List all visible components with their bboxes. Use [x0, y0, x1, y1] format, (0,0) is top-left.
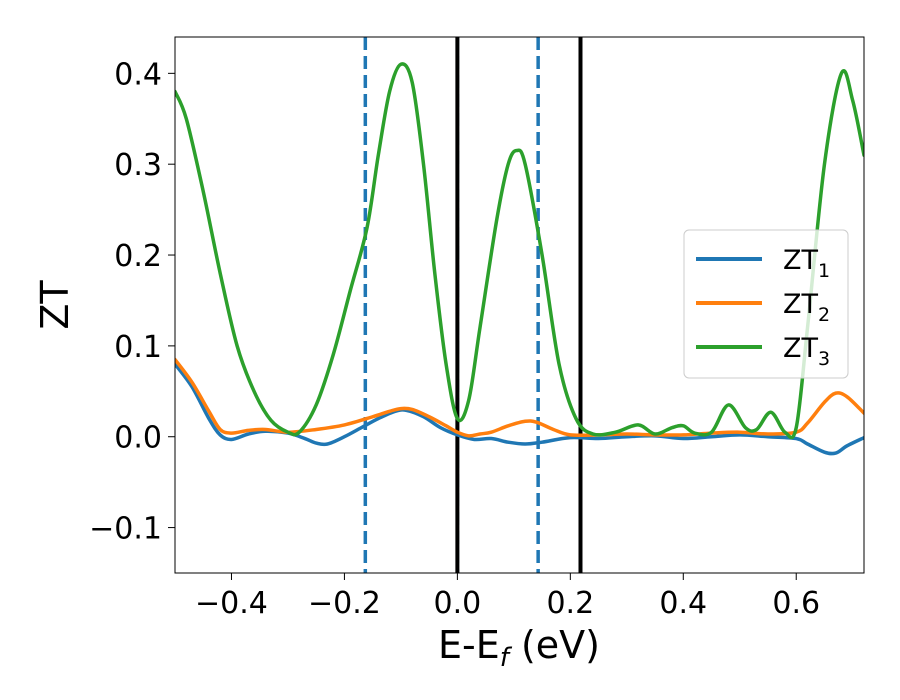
y-tick-label: 0.4 — [114, 57, 162, 92]
y-axis-ticks: −0.1 0.0 0.1 0.2 0.3 0.4 — [89, 57, 175, 547]
x-tick-label: 0.2 — [546, 586, 594, 621]
x-tick-label: 0.4 — [659, 586, 707, 621]
x-tick-label: 0.6 — [772, 586, 820, 621]
y-axis-title: ZT — [33, 280, 77, 330]
x-axis-ticks: −0.4 −0.2 0.0 0.2 0.4 0.6 — [195, 573, 820, 621]
x-tick-label: −0.2 — [308, 586, 381, 621]
y-tick-label: 0.0 — [114, 421, 162, 456]
vertical-marker-lines — [363, 37, 583, 573]
x-axis-title: E-Ef (eV) — [438, 623, 600, 673]
y-tick-label: 0.1 — [114, 330, 162, 365]
y-tick-label: −0.1 — [89, 512, 162, 547]
plot-frame — [174, 36, 865, 574]
legend-label-zt1: ZT1 — [783, 245, 830, 282]
y-tick-label: 0.2 — [114, 239, 162, 274]
legend: ZT1 ZT2 ZT3 — [683, 229, 849, 379]
series-line-zt3 — [175, 62, 864, 440]
legend-label-zt3: ZT3 — [783, 333, 830, 370]
legend-box — [683, 229, 849, 379]
x-tick-label: −0.4 — [195, 586, 268, 621]
series-lines — [175, 62, 864, 456]
y-tick-label: 0.3 — [114, 148, 162, 183]
legend-label-zt2: ZT2 — [783, 289, 830, 326]
series-line-zt2 — [175, 357, 864, 438]
x-tick-label: 0.0 — [434, 586, 482, 621]
